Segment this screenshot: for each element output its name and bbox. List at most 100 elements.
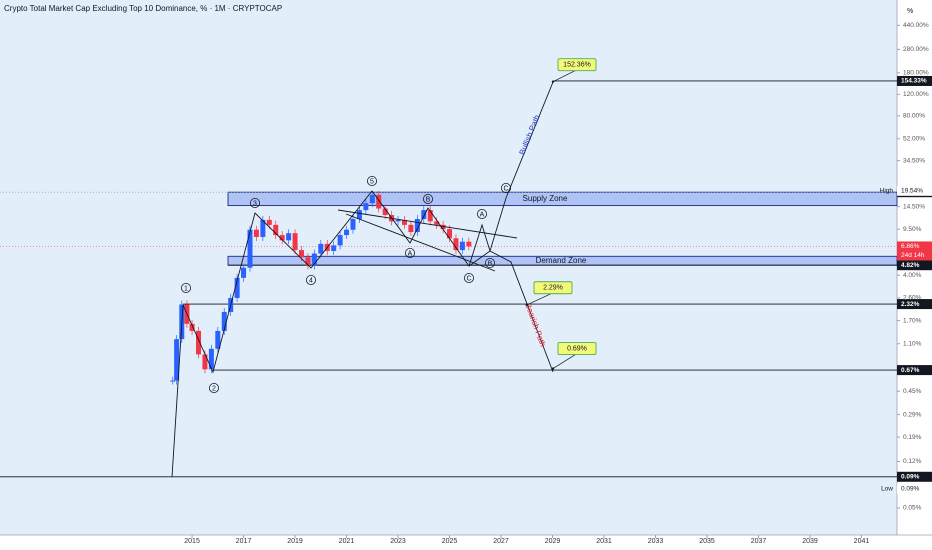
candle [174, 339, 180, 381]
channel-line [345, 213, 496, 272]
x-tick-label: 2015 [184, 538, 200, 545]
last-price-box [897, 241, 932, 261]
x-tick-label: 2027 [493, 538, 509, 545]
wave-label: B [426, 196, 431, 203]
candle [421, 210, 427, 219]
level-label-box [897, 299, 932, 310]
wave-circle [249, 197, 260, 208]
candle [202, 354, 208, 370]
chart-title: Crypto Total Market Cap Excluding Top 10… [4, 4, 282, 13]
candle [318, 243, 324, 254]
candle [170, 380, 176, 382]
candle [337, 235, 343, 246]
wave-label: C [466, 275, 471, 282]
x-tick-label: 2031 [596, 538, 612, 545]
target-box [557, 58, 597, 72]
candle [363, 203, 369, 211]
level-label-box [897, 260, 932, 271]
y-tick-label: 180.00% [903, 70, 929, 77]
scale-unit: % [907, 8, 913, 15]
x-tick-label: 2017 [236, 538, 252, 545]
y-tick-label: 34.50% [903, 157, 925, 164]
countdown-label: 24d 14h [901, 252, 925, 259]
wave-label: B [488, 260, 493, 267]
x-tick-label: 2019 [287, 538, 303, 545]
candle [221, 311, 227, 331]
zone [227, 191, 898, 207]
channel-line [337, 209, 518, 239]
wave-path [468, 250, 554, 373]
x-tick-label: 2041 [854, 538, 870, 545]
candle [453, 238, 459, 251]
candle [401, 219, 407, 225]
candle [356, 210, 362, 219]
wave-lines [171, 81, 554, 478]
y-tick-label: 0.05% [903, 505, 922, 512]
y-tick-label: 280.00% [903, 46, 929, 53]
level-label: 4.82% [901, 262, 920, 269]
y-tick-label: 9.50% [903, 226, 922, 233]
target-leader [526, 292, 554, 306]
wave-labels: 1 2 3 4 5 B A C A B C [180, 175, 511, 393]
wave-circle [208, 382, 219, 393]
x-tick-label: 2021 [339, 538, 355, 545]
candle [434, 221, 440, 225]
wave-label: 1 [184, 285, 188, 292]
candle [247, 229, 253, 268]
candle [311, 253, 317, 266]
low-label: 0.09% [901, 486, 920, 493]
candle [266, 219, 272, 225]
candle [208, 348, 214, 370]
candle [382, 208, 388, 215]
wave-circle [476, 208, 487, 219]
candle [395, 219, 401, 222]
low-box [897, 483, 932, 494]
level-label-box [897, 365, 932, 376]
y-tick-label: 14.50% [903, 203, 925, 210]
wave-label: C [503, 185, 508, 192]
target-point [551, 80, 555, 83]
candle [344, 229, 350, 236]
x-tick-label: 2023 [390, 538, 406, 545]
target-leader [552, 69, 578, 82]
candle [189, 323, 195, 331]
wave-label: 3 [253, 200, 257, 207]
level-label: 0.67% [901, 367, 920, 374]
candle [427, 210, 433, 222]
last-price-label: 6.86% [901, 243, 920, 250]
high-label: 19.54% [901, 188, 923, 195]
high-box [897, 185, 932, 196]
plot-area [0, 0, 897, 535]
y-tick-label: 0.29% [903, 411, 922, 418]
y-tick-label: 0.19% [903, 434, 922, 441]
zone-label: Demand Zone [536, 256, 587, 265]
candle [376, 194, 382, 209]
candle [241, 267, 247, 278]
candle [279, 235, 285, 241]
price-axis [897, 0, 932, 550]
candle [440, 224, 446, 230]
candle [253, 229, 259, 237]
candle [292, 233, 298, 251]
x-tick-label: 2039 [802, 538, 818, 545]
wave-circle [180, 282, 191, 293]
wave-circle [404, 247, 415, 258]
wave-label: A [408, 250, 413, 257]
wave-label: 2 [212, 385, 216, 392]
y-tick-label: 1.70% [903, 317, 922, 324]
level-label: 0.09% [901, 474, 920, 481]
wave-circle [305, 274, 316, 285]
y-tick-label: 1.10% [903, 340, 922, 347]
y-tick-label: 0.45% [903, 388, 922, 395]
wave-circle [484, 257, 495, 268]
level-label-box [897, 75, 932, 86]
wave-circle [422, 193, 433, 204]
y-tick-label: 52.00% [903, 136, 925, 143]
y-tick-label: 440.00% [903, 22, 929, 29]
candle [331, 245, 337, 251]
level-label-box [897, 471, 932, 482]
wave-label: A [480, 211, 485, 218]
wave-label: 4 [309, 277, 313, 284]
